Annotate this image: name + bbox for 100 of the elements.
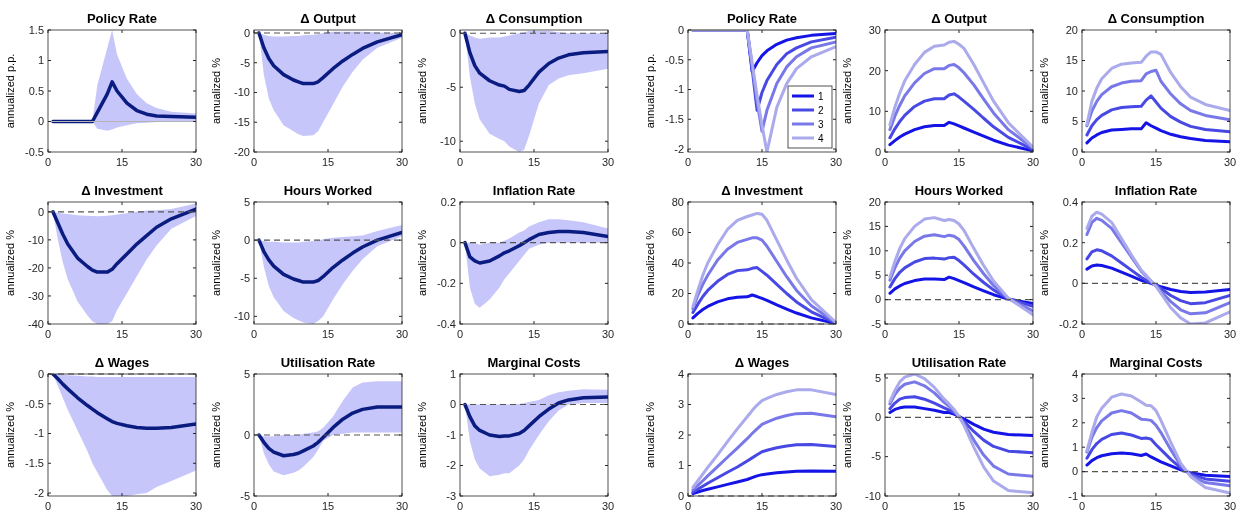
y-tick-label: 3 [1071, 392, 1078, 405]
y-tick-label: -0.5 [665, 53, 684, 66]
line-series [1085, 451, 1230, 478]
line-series [691, 236, 836, 324]
y-tick-label: 10 [868, 244, 881, 257]
y-tick-label: 10 [868, 105, 881, 118]
line-series [463, 31, 608, 94]
x-tick-label: 15 [115, 156, 129, 168]
line-series [463, 395, 608, 439]
y-tick-label: 0 [37, 205, 44, 218]
y-tick-label: 20 [868, 195, 881, 208]
line-series [691, 442, 836, 494]
y-tick-label: 0 [449, 236, 456, 249]
chart-title: Δ Wages [94, 355, 150, 370]
y-tick-label: -15 [234, 116, 250, 129]
chart-title: Δ Consumption [1107, 11, 1205, 26]
chart-title: Δ Investment [721, 183, 804, 198]
y-tick-label: -10 [28, 233, 44, 246]
y-tick-label: 5 [874, 371, 881, 384]
y-tick-label: 0 [1071, 465, 1078, 478]
x-tick-label: 30 [1223, 156, 1237, 168]
y-tick-label: -20 [28, 261, 44, 274]
x-tick-label: 15 [321, 500, 335, 512]
x-tick-label: 30 [1026, 328, 1040, 340]
chart-title: Marginal Costs [487, 355, 581, 370]
line-series [888, 120, 1033, 152]
y-axis-title: annualized % [841, 229, 853, 297]
x-tick-label: 15 [1149, 500, 1163, 512]
y-tick-label: -3 [446, 489, 456, 502]
y-axis-title: annualized % [1038, 401, 1050, 469]
x-tick-label: 15 [321, 328, 335, 340]
x-tick-label: 15 [115, 328, 129, 340]
y-axis-title: annualized p.p. [644, 53, 656, 129]
y-tick-label: -1.5 [25, 457, 44, 470]
chart-title: Marginal Costs [1109, 355, 1203, 370]
x-tick-label: 15 [755, 500, 769, 512]
x-tick-label: 30 [829, 500, 843, 512]
y-tick-label: 15 [868, 220, 881, 233]
line-series [888, 39, 1033, 149]
y-axis-title: annualized % [644, 401, 656, 469]
chart-title: Inflation Rate [1114, 183, 1198, 198]
line-series [1085, 392, 1230, 495]
chart-title: Δ Wages [734, 355, 790, 370]
y-tick-label: 0 [1071, 145, 1078, 158]
x-tick-label: 30 [829, 156, 843, 168]
y-tick-label: -1 [446, 428, 456, 441]
x-tick-label: 30 [1026, 500, 1040, 512]
y-tick-label: -5 [871, 450, 881, 463]
y-tick-label: 20 [1065, 23, 1078, 36]
y-tick-label: 0.2 [1062, 236, 1078, 249]
y-tick-label: 0 [449, 27, 456, 40]
x-tick-label: 30 [1026, 156, 1040, 168]
y-tick-label: -5 [240, 56, 250, 69]
line-series [691, 411, 836, 492]
line-series [51, 207, 196, 274]
y-tick-label: 1 [1071, 441, 1078, 454]
y-tick-label: -2 [674, 142, 684, 155]
line-series [888, 374, 1033, 495]
x-tick-label: 30 [189, 156, 203, 168]
line-series [888, 405, 1033, 437]
y-tick-label: 1 [677, 459, 684, 472]
y-tick-label: 5 [243, 367, 250, 380]
line-series [888, 216, 1033, 317]
y-tick-label: 60 [671, 226, 684, 239]
line-series [257, 230, 402, 284]
y-tick-label: -10 [234, 310, 250, 323]
x-tick-label: 30 [601, 500, 615, 512]
chart-title: Inflation Rate [492, 183, 576, 198]
y-tick-label: 80 [671, 195, 684, 208]
y-tick-label: 30 [868, 23, 881, 36]
y-tick-label: 3 [677, 398, 684, 411]
y-axis-title: annualized % [210, 57, 222, 125]
y-tick-label: 0 [677, 317, 684, 330]
y-axis-title: annualized % [210, 229, 222, 297]
line-series [888, 63, 1033, 150]
y-tick-label: -2 [446, 459, 456, 472]
y-axis-title: annualized % [4, 401, 16, 469]
line-series [51, 374, 196, 430]
y-tick-label: -0.5 [25, 397, 44, 410]
legend-label: 4 [818, 132, 824, 144]
y-tick-label: 0.4 [1062, 195, 1078, 208]
y-axis-title: annualized % [1038, 57, 1050, 125]
y-tick-label: 0.2 [440, 195, 456, 208]
line-series [1085, 248, 1230, 306]
y-axis-title: annualized % [416, 57, 428, 125]
y-tick-label: 4 [677, 367, 684, 380]
y-tick-label: 5 [874, 269, 881, 282]
line-series [463, 229, 608, 265]
y-tick-label: -1 [34, 427, 44, 440]
x-tick-label: 30 [601, 156, 615, 168]
y-axis-title: annualized p.p. [4, 53, 16, 129]
y-axis-title: annualized % [841, 57, 853, 125]
x-tick-label: 15 [527, 156, 541, 168]
y-axis-title: annualized % [841, 401, 853, 469]
y-tick-label: 1 [37, 54, 44, 67]
line-series [691, 30, 836, 152]
x-tick-label: 15 [115, 500, 129, 512]
y-tick-label: 0 [243, 428, 250, 441]
y-axis-title: annualized % [210, 401, 222, 469]
x-tick-label: 30 [601, 328, 615, 340]
